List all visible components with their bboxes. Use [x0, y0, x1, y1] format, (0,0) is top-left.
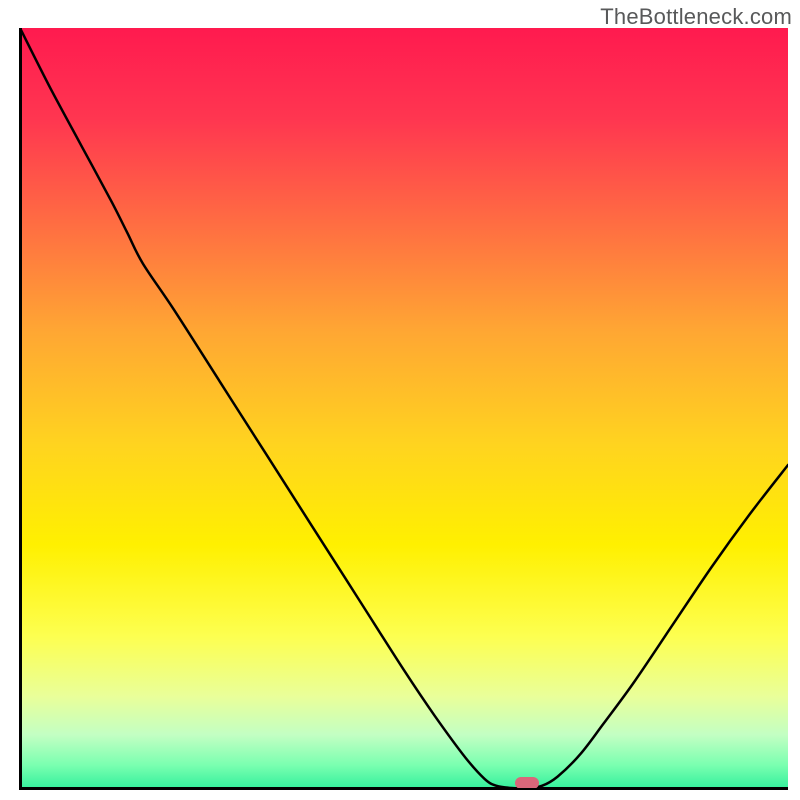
bottleneck-marker: [515, 777, 540, 788]
chart-plot-area: [20, 28, 788, 788]
bottleneck-curve-line: [20, 28, 788, 788]
watermark-text: TheBottleneck.com: [600, 4, 792, 30]
